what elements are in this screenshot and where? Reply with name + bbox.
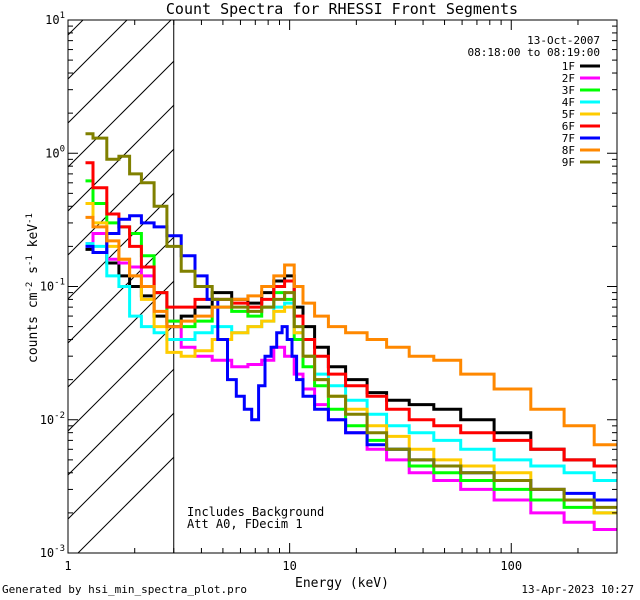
legend-label: 6F [562, 120, 575, 133]
legend-label: 7F [562, 132, 575, 145]
series-1F [85, 232, 617, 468]
series-6F [85, 161, 617, 468]
y-tick-label: 10-3 [40, 544, 65, 560]
x-tick-label: 10 [282, 559, 296, 573]
annotation-text: Att A0, FDecim 1 [187, 517, 303, 531]
hatch-line [68, 324, 175, 432]
y-tick-label: 10-1 [40, 278, 65, 294]
legend-label: 1F [562, 60, 575, 73]
hatch-line [77, 456, 175, 553]
hatch-line [68, 412, 175, 520]
x-tick-label: 1 [64, 559, 71, 573]
info-line: 13-Oct-2007 [527, 34, 600, 47]
x-axis-label: Energy (keV) [295, 576, 389, 591]
y-axis-label: counts cm-2 s-1 keV-1 [25, 213, 41, 363]
legend-label: 5F [562, 108, 575, 121]
hatch-line [68, 20, 84, 36]
hatch-line [68, 20, 172, 124]
series-7F [85, 214, 617, 502]
axes: 1 10 100 101 100 10-1 10-2 10-3 [40, 11, 618, 573]
legend-label: 4F [562, 96, 575, 109]
series-8F [85, 215, 617, 447]
series-3F [85, 179, 617, 515]
y-tick-label: 10-2 [40, 411, 65, 427]
legend-label: 2F [562, 72, 575, 85]
hatch-line [68, 60, 175, 168]
chart-title: Count Spectra for RHESSI Front Segments [166, 0, 518, 18]
y-tick-label: 101 [45, 11, 65, 27]
generated-by-text: Generated by hsi_min_spectra_plot.pro [2, 583, 248, 596]
legend-label: 8F [562, 144, 575, 157]
legend-label: 3F [562, 84, 575, 97]
hatch-line [68, 368, 175, 476]
hatch-line [68, 20, 128, 80]
legend-label: 9F [562, 156, 575, 169]
x-tick-label: 100 [500, 559, 522, 573]
series-4F [85, 242, 617, 482]
hatched-region [68, 20, 175, 553]
info-line: 08:18:00 to 08:19:00 [468, 46, 600, 59]
series-layer [85, 132, 617, 531]
generated-date-text: 13-Apr-2023 10:27 [521, 583, 634, 596]
hatch-line [68, 104, 175, 212]
y-tick-label: 100 [45, 144, 65, 160]
hatch-line [68, 280, 175, 388]
hatch-line [68, 192, 175, 300]
series-2F [85, 232, 617, 531]
annotation-text: Includes Background [187, 505, 324, 519]
hatch-line [68, 148, 175, 256]
series-9F [85, 132, 617, 509]
hatch-line [68, 236, 175, 344]
series-5F [85, 202, 617, 515]
